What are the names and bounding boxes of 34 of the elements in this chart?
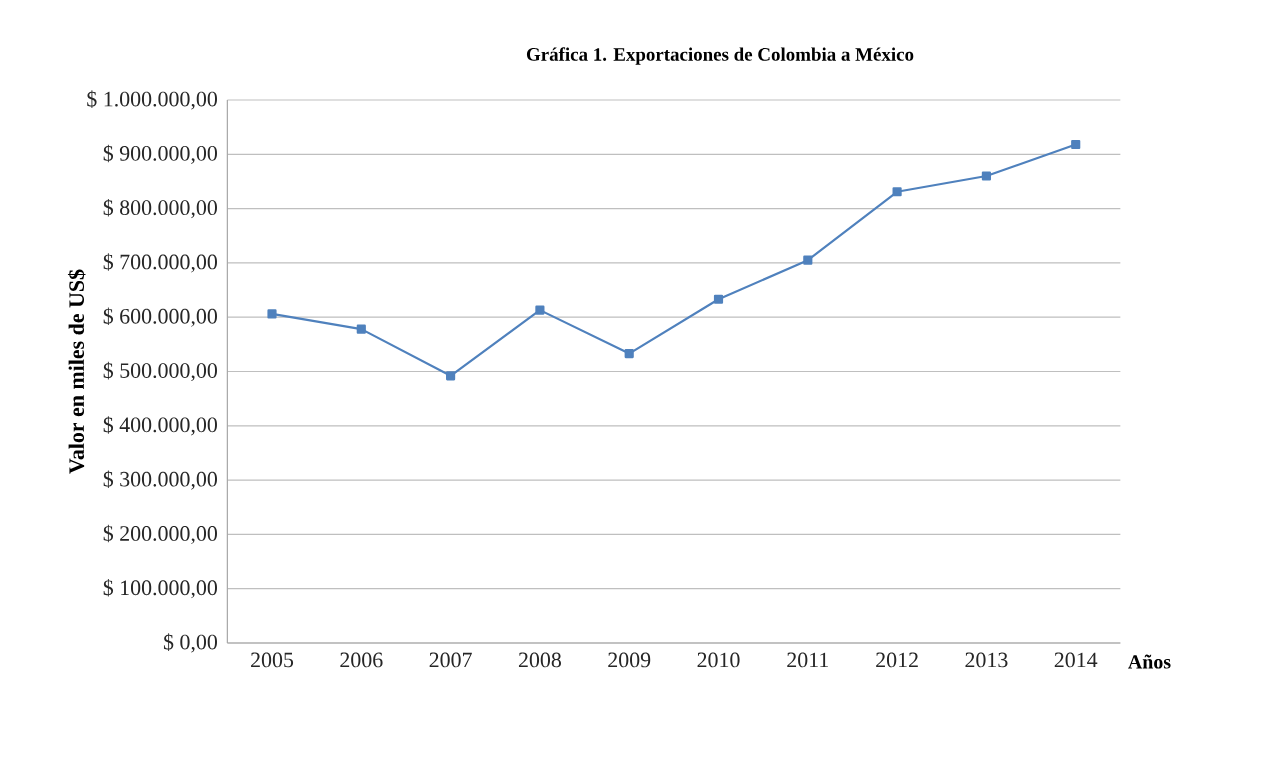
y-tick-label: $ 800.000,00 [103, 198, 217, 219]
point [803, 255, 813, 265]
point [267, 309, 277, 319]
y-tick-label: $ 1.000.000,00 [87, 90, 217, 110]
x-tick-label: 2006 [340, 652, 383, 668]
point [356, 324, 366, 334]
y-axis-title: Valor en miles de US$ [67, 269, 86, 474]
y-tick-label: $ 100.000,00 [103, 579, 217, 599]
x-tick-label: 2010 [697, 652, 740, 668]
y-tick-label: $ 900.000,00 [103, 144, 217, 164]
x-tick-label: 2009 [608, 652, 651, 668]
y-tick-label: $ 500.000,00 [103, 361, 217, 382]
y-tick-label: $ 200.000,00 [103, 524, 217, 545]
x-tick-label: 2012 [876, 652, 918, 668]
point [892, 187, 902, 197]
chart-title: Gráfica 1. Exportaciones de Colombia a México [526, 47, 914, 65]
x-tick-label: 2013 [965, 652, 1008, 668]
point [981, 171, 991, 181]
x-axis-title: Años [1128, 654, 1171, 669]
point [535, 305, 545, 315]
y-tick-label: $ 400.000,00 [103, 416, 217, 436]
point [1071, 139, 1081, 150]
point [446, 371, 456, 381]
x-tick-label: 2007 [429, 652, 472, 668]
y-tick-label: $ 600.000,00 [103, 307, 217, 327]
y-tick-label: $ 0,00 [163, 633, 217, 653]
point [624, 348, 634, 359]
y-tick-label: $ 300.000,00 [103, 470, 217, 490]
x-tick-label: 2005 [251, 652, 294, 668]
y-tick-label: $ 700.000,00 [103, 253, 217, 273]
point [713, 294, 724, 304]
x-tick-label: 2011 [787, 652, 828, 668]
x-tick-label: 2014 [1054, 652, 1098, 668]
x-tick-label: 2008 [518, 652, 561, 668]
